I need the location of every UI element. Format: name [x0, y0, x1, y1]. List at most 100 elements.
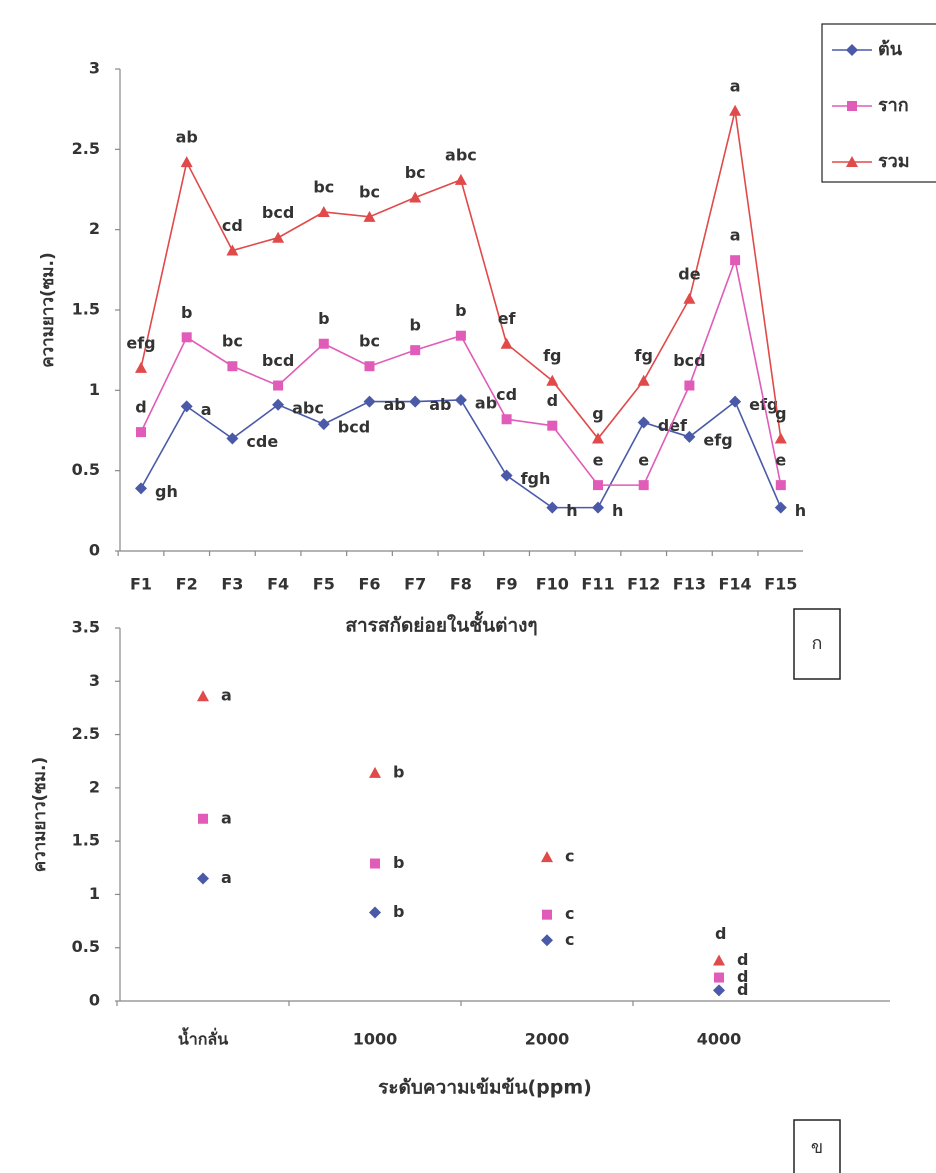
x-axis-title: ระดับความเข้มข้น(ppm)	[378, 1077, 592, 1099]
significance-letter: a	[221, 686, 232, 705]
x-tick-label: น้ำกลั่น	[178, 1027, 228, 1049]
significance-letter: e	[593, 451, 604, 470]
x-tick-label: F2	[176, 575, 198, 594]
marker	[729, 104, 742, 116]
significance-letter: ab	[475, 393, 497, 412]
significance-letter: abc	[292, 398, 324, 417]
significance-letter: c	[565, 847, 574, 866]
significance-letter: bcd	[673, 351, 705, 370]
significance-letter: fg	[634, 346, 652, 365]
significance-letter: b	[393, 762, 404, 781]
significance-letter: e	[775, 451, 786, 470]
y-tick-label: 3.5	[72, 618, 100, 637]
x-tick-label: 2000	[525, 1030, 570, 1049]
marker	[197, 872, 209, 885]
marker	[774, 501, 787, 514]
marker	[637, 416, 650, 429]
y-tick-label: 3	[89, 671, 100, 690]
panel-label: ก	[812, 633, 823, 654]
marker	[546, 374, 559, 386]
significance-letter: d	[737, 950, 748, 969]
significance-letter: efg	[126, 333, 155, 352]
marker	[847, 101, 857, 111]
y-tick-label: 0	[89, 541, 100, 560]
significance-letter: a	[221, 808, 232, 827]
significance-letter: ab	[384, 395, 406, 414]
marker	[730, 255, 741, 266]
y-tick-label: 1	[89, 884, 100, 903]
marker	[197, 690, 209, 702]
significance-letter: d	[135, 398, 146, 417]
x-tick-label: F9	[496, 575, 518, 594]
significance-letter: cde	[246, 432, 278, 451]
significance-letter: b	[393, 902, 404, 921]
significance-letter: g	[592, 404, 603, 423]
x-tick-label: 1000	[353, 1030, 398, 1049]
y-tick-label: 2	[89, 777, 100, 796]
x-tick-label: F8	[450, 575, 472, 594]
significance-letter: bcd	[338, 418, 370, 437]
y-tick-label: 0	[89, 991, 100, 1010]
marker	[317, 205, 330, 217]
significance-letter: ef	[498, 309, 517, 328]
significance-letter: g	[775, 404, 786, 423]
marker	[135, 482, 147, 495]
legend-label: รวม	[878, 151, 910, 172]
marker	[454, 173, 467, 185]
marker	[775, 480, 786, 491]
marker	[135, 361, 147, 373]
y-tick-label: 2	[89, 219, 100, 238]
significance-letter: gh	[155, 482, 178, 501]
marker	[541, 934, 553, 947]
marker	[684, 380, 695, 391]
legend-label: ราก	[878, 95, 909, 116]
significance-letter: b	[393, 853, 404, 872]
marker	[370, 858, 380, 869]
significance-letter: b	[318, 309, 329, 328]
marker	[272, 231, 285, 243]
marker	[500, 337, 513, 349]
marker	[317, 418, 330, 431]
y-tick-label: 0.5	[72, 937, 100, 956]
marker	[136, 427, 146, 438]
significance-letter: d	[715, 924, 726, 943]
marker	[198, 813, 208, 824]
x-tick-label: F10	[536, 575, 569, 594]
marker	[273, 380, 284, 391]
y-tick-label: 3	[89, 59, 100, 78]
significance-letter: b	[455, 301, 466, 320]
marker	[637, 374, 650, 386]
significance-letter: a	[201, 400, 212, 419]
significance-letter: bc	[313, 177, 334, 196]
significance-letter: d	[737, 980, 748, 999]
significance-letter: d	[547, 391, 558, 410]
significance-letter: a	[221, 868, 232, 887]
marker	[683, 292, 696, 304]
significance-letter: c	[565, 904, 574, 923]
marker	[846, 44, 858, 56]
significance-letter: a	[730, 226, 741, 245]
marker	[410, 345, 421, 356]
marker	[683, 430, 696, 443]
panel-box	[793, 1119, 841, 1173]
x-tick-label: F13	[673, 575, 706, 594]
significance-letter: fg	[543, 346, 561, 365]
significance-letter: bcd	[262, 351, 294, 370]
marker	[500, 469, 513, 482]
x-tick-label: F12	[627, 575, 660, 594]
significance-letter: efg	[703, 430, 732, 449]
y-tick-label: 2.5	[72, 139, 100, 158]
significance-letter: b	[409, 316, 420, 335]
y-axis-title: ความยาว(ซม.)	[38, 252, 58, 367]
y-tick-label: 1.5	[72, 831, 100, 850]
significance-letter: h	[612, 501, 623, 520]
marker	[364, 361, 375, 372]
significance-letter: a	[730, 76, 741, 95]
marker	[547, 420, 558, 431]
significance-letter: cd	[496, 385, 517, 404]
y-tick-label: 1	[89, 380, 100, 399]
legend-label: ต้น	[878, 39, 903, 60]
marker	[180, 400, 193, 413]
significance-letter: h	[566, 501, 577, 520]
x-tick-label: F5	[313, 575, 335, 594]
